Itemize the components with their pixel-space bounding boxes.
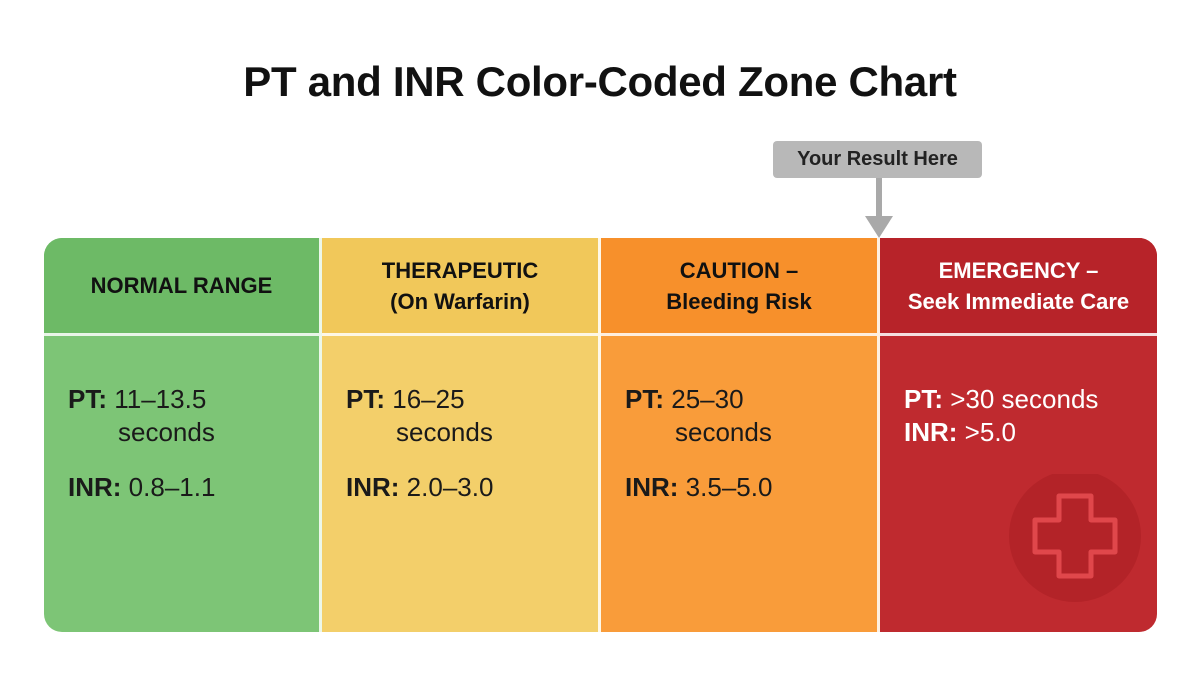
pt-value: 25–30: [671, 384, 744, 414]
zone-header: EMERGENCY – Seek Immediate Care: [880, 238, 1157, 336]
zone-therapeutic: THERAPEUTIC (On Warfarin) PT: 16–25 seco…: [322, 238, 601, 632]
pt-line: PT: 16–25: [346, 383, 598, 416]
zone-caution: CAUTION – Bleeding Risk PT: 25–30 second…: [601, 238, 880, 632]
inr-value: 3.5–5.0: [685, 472, 773, 502]
inr-value: >5.0: [964, 417, 1016, 447]
zone-header-line: NORMAL RANGE: [90, 273, 273, 298]
inr-label: INR:: [904, 417, 958, 447]
pt-unit: seconds: [675, 417, 772, 447]
pt-line: PT: 11–13.5: [68, 383, 319, 416]
zone-header: NORMAL RANGE: [44, 238, 319, 336]
pt-label: PT:: [625, 384, 664, 414]
inr-value: 0.8–1.1: [128, 472, 216, 502]
pt-label: PT:: [904, 384, 943, 414]
inr-line: INR: 0.8–1.1: [68, 471, 319, 504]
pt-unit: seconds: [118, 417, 215, 447]
chart-title: PT and INR Color-Coded Zone Chart: [243, 58, 957, 105]
inr-label: INR:: [346, 472, 400, 502]
inr-line: INR: 2.0–3.0: [346, 471, 598, 504]
pt-unit: seconds: [396, 417, 493, 447]
pt-value: 11–13.5: [114, 384, 207, 414]
pt-line: PT: >30 seconds: [904, 383, 1157, 416]
inr-line: INR: >5.0: [904, 416, 1157, 449]
zone-chart: NORMAL RANGE PT: 11–13.5 seconds INR: 0.…: [44, 238, 1157, 632]
zone-body: PT: 25–30 seconds INR: 3.5–5.0: [601, 336, 877, 504]
result-callout: Your Result Here: [773, 141, 982, 178]
inr-line: INR: 3.5–5.0: [625, 471, 877, 504]
pt-label: PT:: [346, 384, 385, 414]
down-arrow-icon: [865, 178, 893, 238]
zone-header-line: THERAPEUTIC: [381, 257, 539, 283]
zone-body: PT: >30 seconds INR: >5.0: [880, 336, 1157, 449]
pt-label: PT:: [68, 384, 107, 414]
medical-cross-icon: [1009, 474, 1141, 602]
zone-normal: NORMAL RANGE PT: 11–13.5 seconds INR: 0.…: [44, 238, 322, 632]
pt-value: >30 seconds: [950, 384, 1099, 414]
zone-body: PT: 11–13.5 seconds INR: 0.8–1.1: [44, 336, 319, 504]
zone-header: CAUTION – Bleeding Risk: [601, 238, 877, 336]
zone-emergency: EMERGENCY – Seek Immediate Care PT: >30 …: [880, 238, 1157, 632]
zone-header: THERAPEUTIC (On Warfarin): [322, 238, 598, 336]
zone-header-line: CAUTION –: [679, 257, 799, 283]
pt-value: 16–25: [392, 384, 465, 414]
inr-label: INR:: [625, 472, 679, 502]
zone-body: PT: 16–25 seconds INR: 2.0–3.0: [322, 336, 598, 504]
zone-header-line: (On Warfarin): [390, 288, 530, 314]
zone-header-line: EMERGENCY –: [938, 257, 1099, 283]
zone-header-line: Bleeding Risk: [666, 288, 812, 314]
pt-line: PT: 25–30: [625, 383, 877, 416]
zone-header-line: Seek Immediate Care: [907, 288, 1130, 314]
inr-value: 2.0–3.0: [406, 472, 494, 502]
inr-label: INR:: [68, 472, 122, 502]
